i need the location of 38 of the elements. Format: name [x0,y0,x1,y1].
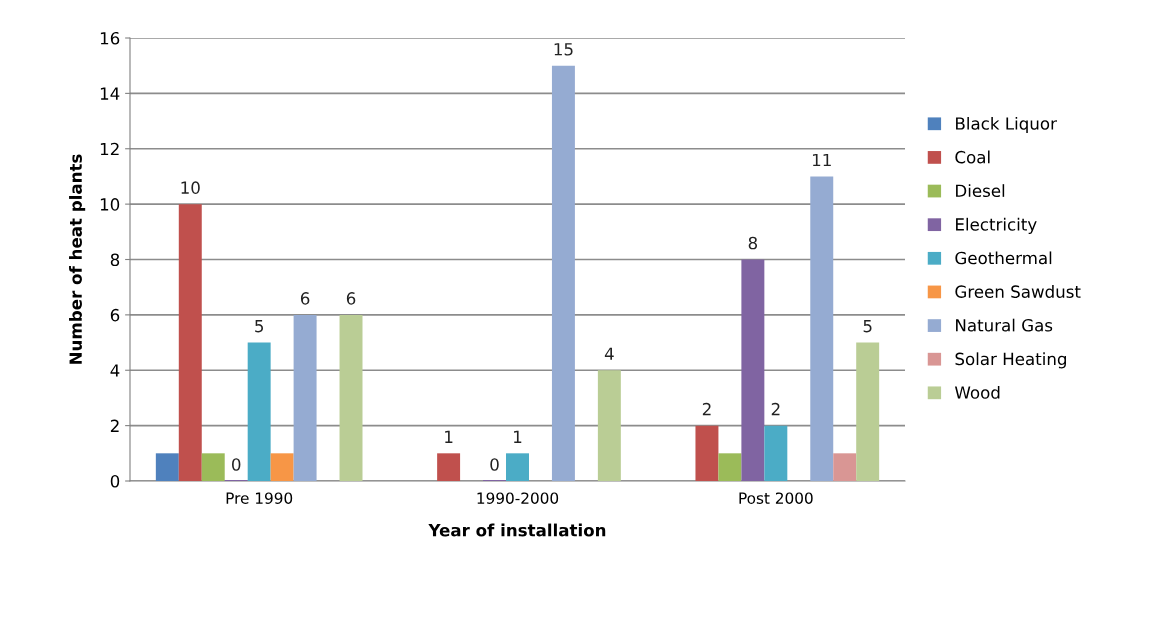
data-label: 5 [863,320,872,333]
y-tick-label: 2 [110,419,119,432]
legend-label: Natural Gas [956,318,1053,332]
y-tick-label: 12 [100,142,119,156]
data-label: 0 [232,458,241,471]
y-tick-label: 14 [100,87,120,100]
y-axis-title: Number of heat plants [69,154,86,364]
x-tick-label: 1990-2000 [477,492,559,504]
data-label: 6 [346,292,356,305]
legend-label: Coal [955,150,990,164]
y-tick-label: 0 [110,474,120,488]
y-tick-label: 10 [100,198,120,211]
legend-label: Wood [954,385,1000,399]
data-label: 1 [514,430,522,443]
legend-label: Diesel [956,184,1005,198]
x-tick-label: Post 2000 [739,492,813,504]
legend-label: Green Sawdust [955,285,1081,298]
data-label: 0 [490,458,499,471]
data-label: 2 [702,402,711,416]
data-label: 4 [604,347,614,360]
data-label: 5 [255,320,264,333]
data-label: 15 [554,43,573,56]
data-label: 8 [748,236,758,250]
x-tick-label: Pre 1990 [226,492,293,504]
data-label: 10 [181,181,200,194]
legend-label: Electricity [956,217,1037,234]
data-label: 6 [300,292,310,305]
legend-label: Geothermal [955,251,1052,265]
y-tick-label: 16 [100,31,120,45]
y-tick-label: 6 [110,308,120,322]
data-label: 11 [812,153,831,167]
legend-label: Black Liquor [956,116,1057,134]
y-tick-label: 4 [110,364,120,377]
x-axis-title: Year of installation [428,523,606,537]
data-label: 1 [445,430,453,443]
y-tick-label: 8 [110,253,120,267]
legend-label: Solar Heating [955,352,1066,369]
data-label: 2 [771,402,780,416]
